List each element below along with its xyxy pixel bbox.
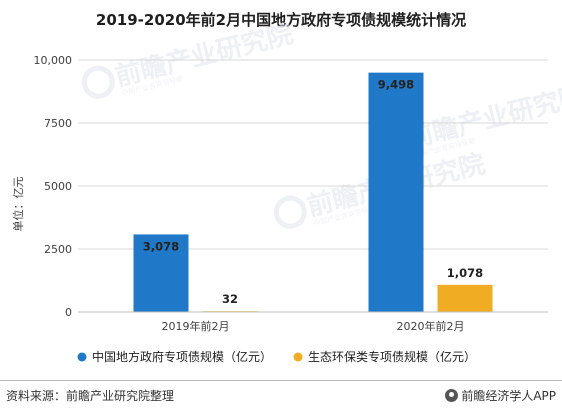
watermark-logo-icon bbox=[81, 65, 115, 99]
y-tick-label: 5000 bbox=[44, 180, 72, 193]
watermarks: 前瞻产业研究院中国产业咨询领导者前瞻产业研究院中国产业咨询领导者前瞻产业研究院中… bbox=[81, 18, 562, 229]
data-label: 9,498 bbox=[378, 78, 414, 92]
axes: 0 2500 5000 7500 10,000 单位：亿元 2019年前2月 2020年前2月 bbox=[11, 54, 548, 333]
qianzhan-logo-icon bbox=[445, 389, 459, 402]
watermark-text: 前瞻产业研究院 bbox=[112, 18, 296, 92]
bar-chart: 前瞻产业研究院中国产业咨询领导者前瞻产业研究院中国产业咨询领导者前瞻产业研究院中… bbox=[11, 18, 562, 364]
data-label: 32 bbox=[222, 292, 238, 306]
legend-marker bbox=[77, 352, 87, 362]
y-tick-label: 0 bbox=[65, 306, 72, 319]
x-tick-label: 2020年前2月 bbox=[397, 319, 465, 333]
bar bbox=[368, 72, 424, 313]
watermark-text: 前瞻产业研究院 bbox=[404, 80, 562, 154]
y-tick-label: 7500 bbox=[44, 117, 72, 130]
legend-label: 生态环保类专项债规模（亿元） bbox=[308, 349, 476, 364]
legend: 中国地方政府专项债规模（亿元） 生态环保类专项债规模（亿元） bbox=[77, 349, 476, 364]
y-tick-label: 2500 bbox=[44, 243, 72, 256]
data-label: 1,078 bbox=[447, 266, 483, 280]
brand-label: 前瞻经济学人APP bbox=[461, 389, 556, 403]
legend-label: 中国地方政府专项债规模（亿元） bbox=[92, 349, 272, 364]
bar bbox=[133, 234, 189, 312]
watermark-logo-icon bbox=[273, 195, 307, 229]
source-note: 资料来源：前瞻产业研究院整理 bbox=[6, 389, 175, 403]
bars: 3,078 32 9,498 1,078 bbox=[133, 72, 493, 313]
x-tick-label: 2019年前2月 bbox=[162, 319, 230, 333]
chart-title: 2019-2020年前2月中国地方政府专项债规模统计情况 bbox=[95, 11, 467, 29]
legend-marker bbox=[293, 352, 303, 362]
bar bbox=[437, 284, 493, 312]
footer: 资料来源：前瞻产业研究院整理 前瞻经济学人APP bbox=[0, 380, 562, 412]
y-axis-title: 单位：亿元 bbox=[11, 177, 25, 232]
y-tick-label: 10,000 bbox=[34, 54, 73, 67]
brand-credit: 前瞻经济学人APP bbox=[445, 387, 556, 404]
data-label: 3,078 bbox=[143, 239, 179, 253]
